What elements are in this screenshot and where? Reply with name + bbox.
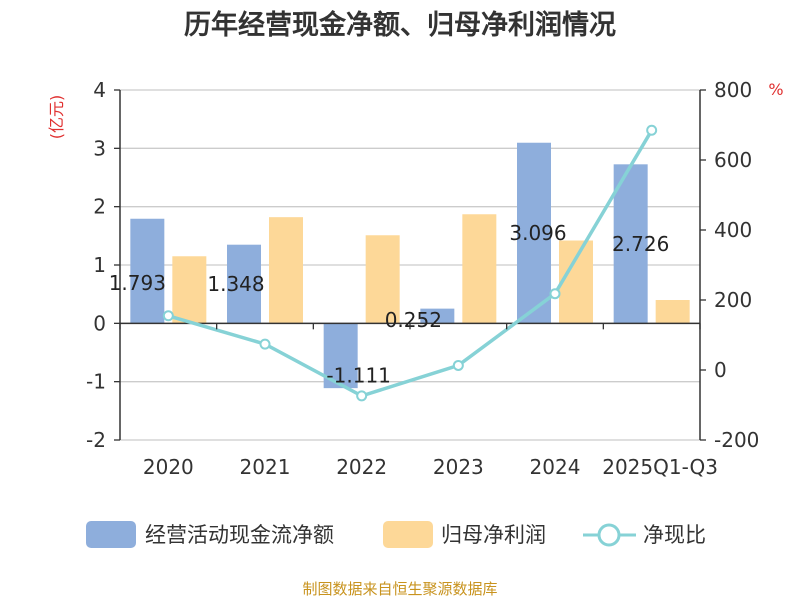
right-tick-label: 200 (714, 288, 752, 312)
ratio-point (259, 338, 271, 350)
bar-cashflow (420, 308, 455, 324)
ratio-line-path (167, 129, 654, 398)
legend: 经营活动现金流净额 归母净利润 净现比 (86, 521, 706, 548)
legend-label-ratio: 净现比 (643, 523, 706, 547)
bars (130, 142, 690, 389)
ratio-point (162, 310, 174, 322)
right-tick-label: 400 (714, 218, 752, 242)
legend-swatch-profit (383, 521, 433, 548)
left-tick-label: 0 (93, 311, 106, 335)
ratio-point (356, 390, 368, 402)
left-tick-label: 1 (93, 253, 106, 277)
x-tick-label: 2025Q1-Q3 (602, 455, 718, 479)
right-axis-unit: % (768, 80, 783, 99)
bar-profit (655, 300, 690, 324)
right-tick-label: 600 (714, 148, 752, 172)
right-tick-label: 0 (714, 358, 727, 382)
bar-profit (462, 214, 497, 324)
bar-profit (365, 235, 400, 324)
x-tick-label: 2024 (530, 455, 581, 479)
bar-profit (172, 256, 207, 324)
bar-cashflow (130, 218, 165, 324)
right-tick-label: 800 (714, 78, 752, 102)
bar-cashflow (227, 244, 261, 324)
left-tick-label: 2 (93, 195, 106, 219)
gridlines (120, 89, 700, 441)
legend-label-profit: 归母净利润 (441, 523, 546, 547)
data-label-cashflow: -1.111 (326, 364, 390, 388)
ratio-point (646, 124, 658, 136)
left-axis-unit: (亿元) (47, 95, 66, 140)
data-source-note: 制图数据来自恒生聚源数据库 (302, 580, 497, 598)
right-axis-ticks: -200 0 200 400 600 800 (700, 78, 759, 452)
ratio-point (549, 288, 561, 300)
data-labels: 1.793 1.348 -1.111 0.252 3.096 2.726 (109, 221, 670, 388)
bar-profit (269, 217, 303, 324)
left-tick-label: -1 (86, 370, 106, 394)
x-tick-label: 2022 (336, 455, 387, 479)
data-label-cashflow: 2.726 (612, 232, 669, 256)
data-label-cashflow: 3.096 (509, 221, 566, 245)
legend-swatch-cashflow (86, 521, 136, 548)
legend-swatch-ratio-marker (597, 523, 621, 547)
data-label-cashflow: 1.348 (207, 272, 264, 296)
x-tick-label: 2020 (143, 455, 194, 479)
data-label-cashflow: 0.252 (385, 308, 442, 332)
x-tick-label: 2023 (433, 455, 484, 479)
bar-cashflow (517, 142, 551, 324)
left-tick-label: -2 (86, 428, 106, 452)
legend-label-cashflow: 经营活动现金流净额 (145, 523, 334, 547)
left-tick-label: 4 (93, 78, 106, 102)
chart-title: 历年经营现金净额、归母净利润情况 (184, 9, 616, 41)
x-tick-label: 2021 (240, 455, 291, 479)
ratio-line (162, 124, 658, 402)
left-tick-label: 3 (93, 136, 106, 160)
left-axis-ticks: -2 -1 0 1 2 3 4 (86, 78, 120, 452)
bar-cashflow (613, 164, 648, 324)
x-axis-ticks: 2020 2021 2022 2023 2024 2025Q1-Q3 (119, 323, 718, 479)
data-label-cashflow: 1.793 (109, 271, 166, 295)
ratio-point (452, 359, 464, 371)
bar-profit (559, 240, 593, 324)
right-tick-label: -200 (714, 428, 759, 452)
